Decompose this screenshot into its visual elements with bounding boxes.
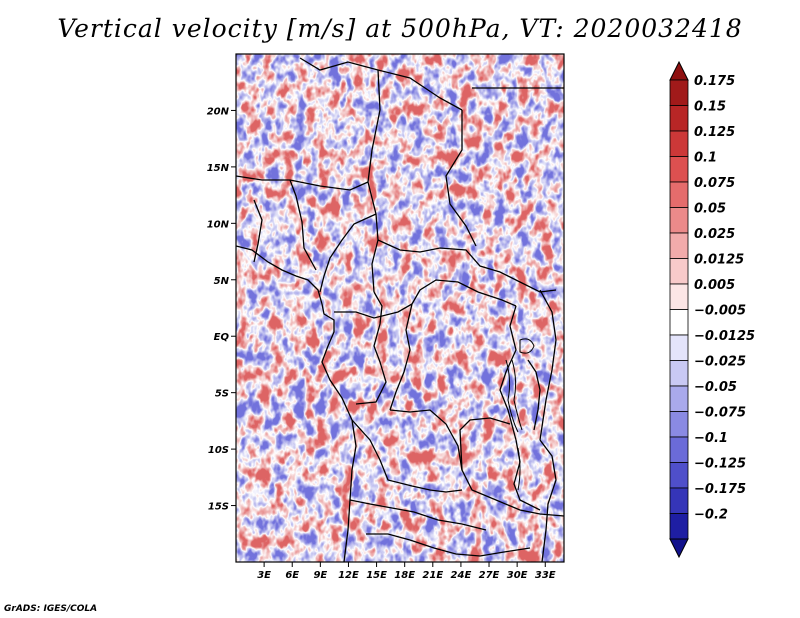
lat-tick-label: EQ bbox=[214, 332, 230, 343]
colorbar-level-label: −0.125 bbox=[694, 457, 746, 472]
colorbar-swatch bbox=[669, 181, 689, 208]
colorbar-level-label: 0.025 bbox=[694, 227, 735, 242]
colorbar-swatch bbox=[669, 385, 689, 412]
grads-credit: GrADS: IGES/COLA bbox=[4, 604, 98, 614]
colorbar-level-label: −0.175 bbox=[694, 482, 746, 497]
lon-tick-label: 3E bbox=[257, 570, 271, 581]
colorbar-swatch bbox=[669, 436, 689, 463]
lon-tick-label: 30E bbox=[507, 570, 528, 581]
colorbar: 0.175 0.15 0.125 0.1 0.075 0.05 0.025 0.0125 0.0… bbox=[669, 60, 755, 559]
colorbar-level-label: 0.05 bbox=[694, 202, 726, 217]
longitude-axis: 3E 6E 9E 12E 15E 18E 21E 24E 27E 30E 33E bbox=[257, 562, 556, 581]
colorbar-level-label: −0.0125 bbox=[694, 329, 755, 344]
colorbar-level-label: −0.2 bbox=[694, 508, 728, 523]
colorbar-level-label: −0.1 bbox=[694, 431, 728, 446]
colorbar-swatch bbox=[669, 207, 689, 234]
colorbar-swatch bbox=[669, 462, 689, 489]
lat-tick-label: 15N bbox=[207, 163, 230, 174]
colorbar-swatch bbox=[669, 232, 689, 259]
colorbar-swatch bbox=[669, 258, 689, 285]
colorbar-level-label: 0.1 bbox=[694, 151, 717, 166]
lon-tick-label: 33E bbox=[535, 570, 556, 581]
colorbar-swatch bbox=[669, 334, 689, 361]
lon-tick-label: 6E bbox=[285, 570, 299, 581]
colorbar-swatch bbox=[669, 105, 689, 132]
colorbar-top-arrow bbox=[669, 60, 689, 81]
colorbar-level-label: −0.025 bbox=[694, 355, 746, 370]
lon-tick-label: 15E bbox=[366, 570, 387, 581]
colorbar-bottom-arrow bbox=[669, 538, 689, 559]
latitude-axis: 20N 15N 10N 5N EQ 5S 10S 15S bbox=[207, 106, 236, 513]
lon-tick-label: 12E bbox=[338, 570, 359, 581]
country-borders bbox=[236, 57, 564, 562]
colorbar-swatch bbox=[669, 79, 689, 106]
colorbar-swatch bbox=[669, 513, 689, 540]
lon-tick-label: 24E bbox=[451, 570, 472, 581]
colorbar-swatch bbox=[669, 130, 689, 157]
lat-tick-label: 10N bbox=[207, 219, 230, 230]
colorbar-level-label: −0.005 bbox=[694, 304, 746, 319]
colorbar-level-label: −0.05 bbox=[694, 380, 737, 395]
lat-tick-label: 5N bbox=[214, 276, 230, 287]
lat-tick-label: 20N bbox=[207, 106, 230, 117]
colorbar-level-label: 0.175 bbox=[694, 74, 735, 89]
lon-tick-label: 27E bbox=[479, 570, 500, 581]
colorbar-swatch bbox=[669, 309, 689, 336]
colorbar-level-label: −0.075 bbox=[694, 406, 746, 421]
colorbar-level-label: 0.075 bbox=[694, 176, 735, 191]
map-title: Vertical velocity [m/s] at 500hPa, VT: 2… bbox=[57, 14, 743, 43]
colorbar-level-label: 0.0125 bbox=[694, 253, 744, 268]
lakes bbox=[505, 338, 535, 491]
map-frame bbox=[235, 53, 565, 563]
vertical-velocity-field bbox=[236, 54, 564, 562]
colorbar-swatch bbox=[669, 411, 689, 438]
colorbar-level-label: 0.005 bbox=[694, 278, 735, 293]
map-plot-area bbox=[235, 53, 565, 563]
lon-tick-label: 21E bbox=[422, 570, 443, 581]
lon-tick-label: 18E bbox=[394, 570, 415, 581]
colorbar-swatch bbox=[669, 283, 689, 310]
colorbar-swatch bbox=[669, 156, 689, 183]
lon-tick-label: 9E bbox=[313, 570, 327, 581]
colorbar-swatch bbox=[669, 487, 689, 514]
lat-tick-label: 5S bbox=[215, 389, 229, 400]
lat-tick-label: 15S bbox=[208, 502, 229, 513]
colorbar-swatch bbox=[669, 360, 689, 387]
colorbar-level-label: 0.15 bbox=[694, 100, 726, 115]
colorbar-level-label: 0.125 bbox=[694, 125, 735, 140]
lat-tick-label: 10S bbox=[208, 445, 229, 456]
